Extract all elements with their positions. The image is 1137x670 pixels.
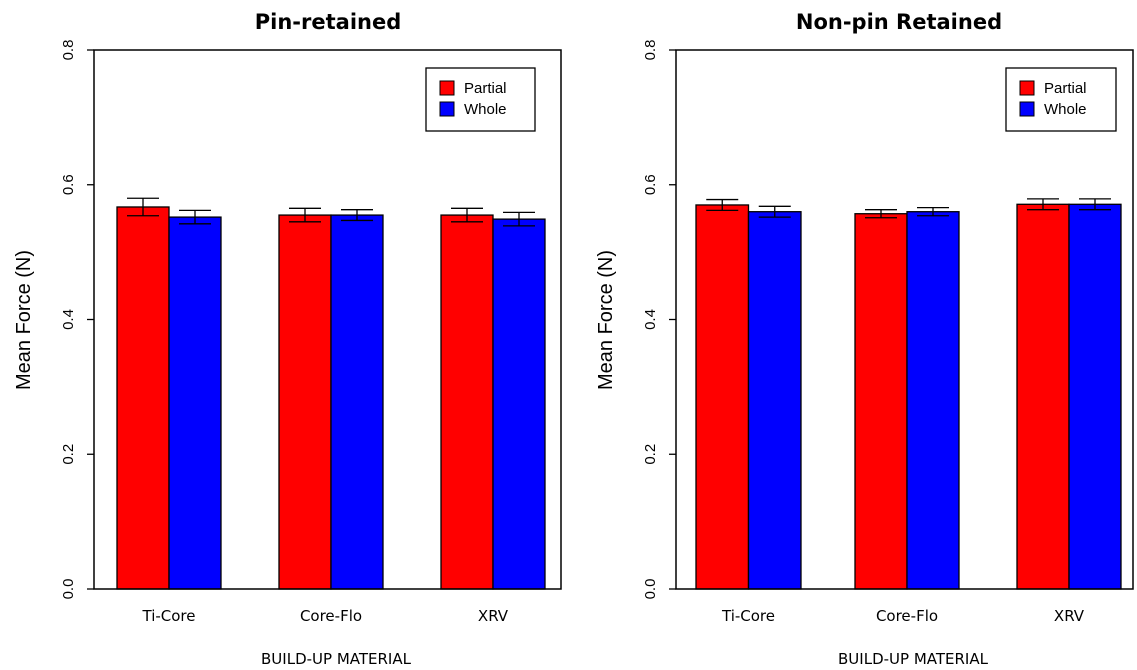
bar-whole-xrv [492, 218, 546, 590]
chart-pin-retained: Pin-retained Mean Force (N) BUILD-UP MAT… [13, 10, 562, 668]
category-label: XRV [1054, 607, 1085, 625]
bar-partial-core-flo [278, 214, 332, 590]
legend-label-partial: Partial [464, 80, 507, 97]
y-tick-label: 0.6 [60, 174, 77, 195]
y-axis-label: Mean Force (N) [595, 250, 617, 390]
legend-label-partial: Partial [1044, 80, 1087, 97]
legend-label-whole: Whole [464, 101, 507, 118]
category-label: Core-Flo [300, 607, 362, 625]
y-tick-label: 0.2 [60, 444, 77, 465]
chart-non-pin-retained: Non-pin Retained Mean Force (N) BUILD-UP… [595, 10, 1134, 668]
legend: Partial Whole [1044, 80, 1087, 118]
y-tick-label: 0.2 [642, 444, 659, 465]
bar-whole-ti-core [168, 216, 222, 590]
y-tick-labels: 0.0 0.2 0.4 0.6 0.8 [642, 40, 659, 600]
y-tick-label: 0.8 [60, 40, 77, 61]
category-label: Ti-Core [142, 607, 196, 625]
bar-partial-xrv [1016, 203, 1070, 590]
x-axis-label: BUILD-UP MATERIAL [838, 650, 989, 668]
category-label: Core-Flo [876, 607, 938, 625]
y-tick-label: 0.4 [642, 309, 659, 330]
bar-whole-core-flo [906, 211, 960, 590]
y-tick-label: 0.6 [642, 174, 659, 195]
y-tick-label: 0.8 [642, 40, 659, 61]
bar-whole-xrv [1068, 203, 1122, 590]
y-tick-label: 0.0 [642, 579, 659, 600]
y-tick-labels: 0.0 0.2 0.4 0.6 0.8 [60, 40, 77, 600]
y-tick-label: 0.0 [60, 579, 77, 600]
legend-swatch-whole [439, 101, 455, 117]
bar-partial-ti-core [116, 206, 170, 590]
x-category-labels: Ti-Core Core-Flo XRV [142, 607, 509, 625]
bar-whole-core-flo [330, 214, 384, 590]
bar-partial-xrv [440, 214, 494, 590]
bar-whole-ti-core [747, 211, 802, 590]
category-label: XRV [478, 607, 509, 625]
legend-box [425, 67, 536, 132]
category-label: Ti-Core [721, 607, 775, 625]
legend-swatch-partial [1019, 80, 1035, 96]
legend: Partial Whole [464, 80, 507, 118]
chart-title: Non-pin Retained [796, 10, 1002, 34]
x-category-labels: Ti-Core Core-Flo XRV [721, 607, 1085, 625]
x-axis-label: BUILD-UP MATERIAL [261, 650, 412, 668]
y-tick-label: 0.4 [60, 309, 77, 330]
chart-title: Pin-retained [255, 10, 402, 34]
legend-box [1005, 67, 1117, 132]
y-axis-label: Mean Force (N) [13, 250, 35, 390]
legend-swatch-partial [439, 80, 455, 96]
bar-partial-ti-core [695, 204, 750, 590]
bar-partial-core-flo [854, 213, 908, 590]
legend-label-whole: Whole [1044, 101, 1087, 118]
legend-swatch-whole [1019, 101, 1035, 117]
